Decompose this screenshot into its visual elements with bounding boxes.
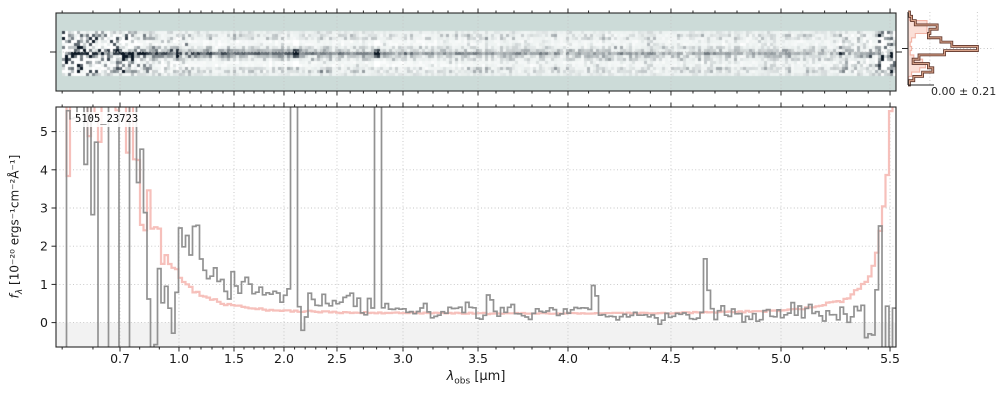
profile-model-fill (907, 12, 928, 85)
x-tick-label: 5.5 (880, 351, 900, 366)
y-tick-label: 5 (40, 124, 48, 139)
y-axis-label: fλ [10⁻²⁰ ergs⁻¹cm⁻²Å⁻¹] (8, 77, 25, 377)
x-tick-label: 2.0 (274, 351, 294, 366)
y-axis-label-unit: [10⁻²⁰ ergs⁻¹cm⁻²Å⁻¹] (7, 154, 22, 289)
x-tick-label: 0.7 (110, 351, 130, 366)
x-axis-label-sub: obs (454, 376, 471, 387)
observed-spectrum-line (65, 107, 896, 347)
x-tick-label: 5.0 (771, 351, 791, 366)
uncertainty-line (65, 107, 894, 316)
x-axis-label-unit: [μm] (470, 369, 506, 384)
spectrum-lines-group (65, 107, 896, 347)
y-tick-label: 3 (40, 201, 48, 216)
x-tick-label: 2.5 (327, 351, 347, 366)
x-tick-label: 4.5 (661, 351, 681, 366)
x-axis-label-lambda: λ (446, 369, 455, 384)
x-tick-label: 1.0 (169, 351, 189, 366)
main-plot-spines (55, 106, 897, 348)
profile-stats-label: 0.00 ± 0.21 (931, 85, 997, 98)
x-tick-label: 3.0 (393, 351, 413, 366)
y-axis-label-f: f (7, 294, 22, 299)
y-tick-label: 4 (40, 162, 48, 177)
x-tick-label: 1.5 (224, 351, 244, 366)
x-axis-label: λobs [μm] (386, 369, 566, 387)
y-tick-label: 1 (40, 277, 48, 292)
object-id-label: 5105_23723 (71, 112, 143, 127)
y-tick-label: 0 (40, 315, 48, 330)
y-tick-label: 2 (40, 239, 48, 254)
profile-data-outline-core (908, 11, 978, 86)
x-tick-label: 4.0 (558, 351, 578, 366)
x-tick-label: 3.5 (468, 351, 488, 366)
y-axis-label-sub: λ (14, 288, 25, 295)
negative-flux-band (56, 322, 896, 347)
